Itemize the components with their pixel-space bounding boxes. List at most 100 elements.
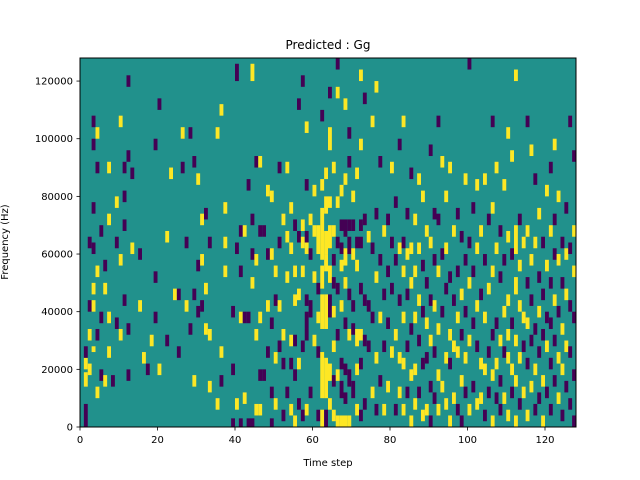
heatmap-cell-high [514, 225, 518, 255]
heatmap-cell-low [533, 403, 538, 416]
heatmap-cell-low [568, 242, 573, 255]
heatmap-cell-low [269, 386, 274, 399]
x-axis-label: Time step [302, 458, 352, 469]
heatmap-cell-high [308, 213, 313, 226]
heatmap-cell-high [103, 375, 108, 387]
heatmap-cell-low [545, 386, 549, 399]
heatmap-cell-low [564, 202, 569, 214]
heatmap-cell-low [281, 409, 286, 422]
heatmap-cell-high [324, 357, 328, 399]
heatmap-cell-low [335, 236, 340, 249]
heatmap-cell-low [293, 219, 297, 231]
heatmap-cell-low [262, 225, 266, 237]
heatmap-cell-high [215, 398, 220, 410]
heatmap-cell-low [463, 305, 468, 318]
heatmap-cell-low [424, 277, 429, 289]
heatmap-cell-high [397, 242, 402, 255]
heatmap-cell-low [378, 254, 383, 266]
heatmap-cell-low [362, 398, 367, 410]
heatmap-cell-low [432, 254, 437, 266]
heatmap-cell-low [467, 58, 472, 70]
plot-area [80, 58, 576, 427]
heatmap-cell-high [448, 415, 452, 427]
heatmap-cell-high [328, 127, 332, 151]
heatmap-cell-high [556, 254, 561, 266]
heatmap-cell-high [250, 277, 255, 289]
heatmap-cell-high [556, 392, 561, 404]
heatmap-cell-low [91, 242, 96, 255]
heatmap-cell-high [335, 415, 340, 427]
heatmap-cell-high [517, 300, 522, 312]
heatmap-cell-low [351, 219, 356, 231]
heatmap-cell-low [126, 150, 131, 162]
x-tick-label: 80 [384, 435, 397, 446]
heatmap-cell-high [506, 230, 511, 243]
heatmap-cell-high [331, 409, 336, 422]
heatmap-cell-low [157, 98, 162, 110]
x-tick-label: 40 [229, 435, 242, 446]
heatmap-cell-low [289, 357, 294, 370]
heatmap-cell-high [273, 265, 278, 278]
heatmap-cell-low [339, 242, 344, 255]
heatmap-cell-low [122, 219, 127, 231]
heatmap-cell-low [153, 271, 158, 283]
heatmap-cell-low [351, 300, 356, 312]
heatmap-cell-low [83, 403, 88, 427]
heatmap-cell-low [448, 357, 452, 370]
heatmap-cell-low [552, 248, 557, 260]
heatmap-cell-low [126, 323, 131, 335]
heatmap-cell-high [355, 167, 359, 180]
heatmap-cell-high [479, 357, 483, 370]
heatmap-cell-high [204, 282, 208, 295]
heatmap-cell-low [436, 213, 441, 226]
heatmap-cell-high [339, 300, 344, 312]
heatmap-cell-low [393, 196, 398, 208]
heatmap-cell-low [331, 375, 336, 387]
heatmap-cell-high [293, 415, 297, 427]
heatmap-cell-high [475, 242, 480, 255]
heatmap-cell-high [324, 254, 328, 272]
heatmap-cell-high [510, 363, 514, 376]
heatmap-cell-low [366, 300, 371, 312]
heatmap-cell-high [118, 115, 123, 128]
heatmap-cell-low [397, 294, 402, 306]
heatmap-cell-high [254, 328, 259, 341]
heatmap-cell-low [428, 144, 433, 157]
heatmap-cell-high [409, 277, 414, 289]
heatmap-cell-low [409, 167, 414, 180]
heatmap-cell-high [320, 352, 325, 399]
heatmap-cell-low [510, 386, 514, 399]
heatmap-cell-low [355, 236, 359, 249]
heatmap-cell-low [393, 403, 398, 416]
heatmap-cell-high [91, 282, 96, 295]
heatmap-cell-high [448, 328, 452, 341]
heatmap-cell-high [525, 317, 530, 329]
heatmap-cell-low [463, 254, 468, 266]
heatmap-cell-low [343, 317, 348, 329]
heatmap-cell-low [347, 156, 352, 168]
heatmap-cell-low [362, 334, 367, 347]
heatmap-cell-low [417, 386, 421, 399]
heatmap-cell-high [223, 236, 228, 249]
heatmap-cell-low [374, 207, 379, 220]
heatmap-cell-high [413, 213, 418, 226]
heatmap-cell-high [343, 248, 348, 266]
heatmap-cell-high [444, 242, 449, 255]
heatmap-cell-high [506, 127, 511, 139]
heatmap-cell-high [343, 173, 348, 185]
heatmap-cell-high [196, 173, 201, 185]
heatmap-cell-high [475, 179, 480, 191]
heatmap-cell-low [552, 213, 557, 226]
heatmap-cell-low [304, 230, 309, 243]
heatmap-cell-high [95, 386, 100, 399]
heatmap-cell-low [235, 242, 239, 255]
heatmap-cell-high [382, 403, 387, 416]
heatmap-cell-low [300, 409, 305, 422]
heatmap-cell-high [107, 311, 111, 324]
heatmap-cell-low [440, 305, 445, 318]
heatmap-cell-low [83, 346, 88, 358]
heatmap-cell-high [285, 230, 290, 243]
heatmap-cell-high [521, 386, 526, 399]
heatmap-cell-high [347, 328, 352, 341]
heatmap-cell-low [471, 317, 476, 329]
